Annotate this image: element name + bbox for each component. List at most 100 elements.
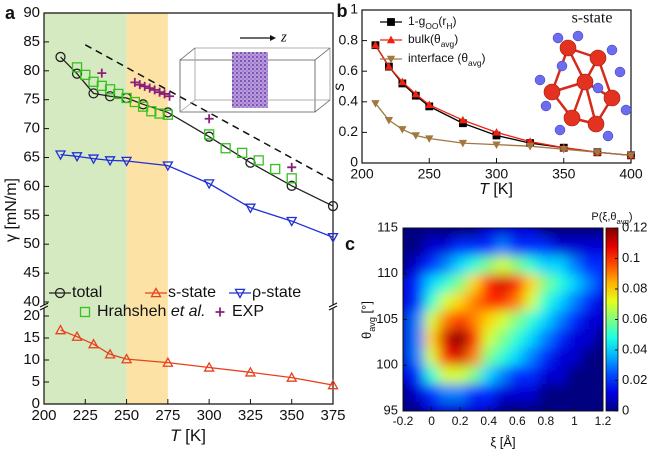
legend-marker (54, 287, 66, 299)
colorbar-title-part: avg (617, 217, 629, 226)
heatmap-cell (581, 273, 597, 293)
colorbar-title: P(ξ,θavg) (591, 211, 632, 226)
heatmap-cell (495, 273, 511, 293)
legend-label-part: interface (θ (408, 51, 468, 65)
heatmap-cell (523, 364, 540, 385)
heatmap-cell (509, 291, 525, 311)
heatmap-cell (423, 346, 440, 366)
heatmap-cell (438, 273, 454, 293)
heatmap-cell (409, 383, 425, 403)
heatmap-cell (403, 401, 411, 411)
heatmap-cell (552, 346, 568, 366)
x-tick-label: 0.4 (480, 414, 497, 428)
colorbar-tick-label: 0.04 (622, 341, 647, 356)
y-tick-label: 45 (23, 264, 40, 281)
marker (150, 85, 160, 95)
y-axis-label-part: [°] (359, 301, 374, 317)
heatmap-cell (452, 383, 468, 403)
heatmap-cell (538, 254, 554, 275)
y-tick-label: 80 (23, 62, 40, 79)
y-tick-label: 60 (23, 177, 40, 194)
heatmap-cell (523, 401, 540, 411)
y-tick-label: 0.6 (339, 62, 359, 78)
heatmap-cell (452, 228, 468, 238)
heatmap-cell (538, 228, 554, 238)
x-axis-label: T [K] (170, 426, 206, 445)
y-tick-label: 55 (23, 206, 40, 223)
heatmap-cell (452, 291, 468, 311)
shaded-region (126, 13, 168, 404)
heatmap-cell (438, 254, 454, 275)
heatmap-cell (423, 291, 440, 311)
heatmap-cell (481, 254, 497, 275)
heatmap-cell (595, 346, 603, 366)
heatmap-cell (523, 346, 540, 366)
marker (237, 147, 248, 159)
panel-label: a (5, 3, 16, 23)
legend-label-part: avg (468, 58, 482, 68)
heatmap-cell (466, 273, 483, 293)
x-tick-label: 200 (350, 166, 374, 182)
marker (286, 173, 297, 184)
heatmap-cell (566, 273, 583, 293)
y-axis-label: s (331, 83, 348, 91)
heatmap-cell (452, 309, 468, 330)
marker (525, 142, 535, 151)
marker (104, 91, 116, 102)
marker (120, 353, 133, 364)
series-line (60, 329, 334, 386)
heatmap-cell (581, 383, 597, 403)
heatmap-cell (466, 254, 483, 275)
heatmap-cell (538, 291, 554, 311)
heatmap-cell (409, 291, 425, 311)
x-axis-label: T [K] (479, 181, 513, 198)
x-tick-label: 350 (279, 407, 304, 424)
y-tick-label: 0 (350, 154, 358, 170)
marker (162, 161, 174, 172)
heatmap-cell (466, 346, 483, 366)
y-tick-label: 65 (23, 148, 40, 165)
heatmap-cell (481, 346, 497, 366)
marker (244, 366, 257, 377)
x-tick-label: 0.8 (538, 414, 555, 428)
marker (87, 154, 100, 165)
legend-label: s-state (168, 284, 216, 301)
heatmap-cell (538, 364, 554, 385)
y-tick-label: 115 (377, 219, 398, 234)
marker (492, 141, 501, 149)
heatmap-cell (423, 401, 440, 411)
heatmap-cell (595, 364, 603, 385)
axis-frame (43, 12, 334, 405)
colorbar-tick-label: 0.02 (622, 372, 647, 387)
marker (384, 116, 394, 125)
colorbar-title-part: P(ξ,θ (591, 211, 616, 223)
heatmap-cell (595, 254, 603, 275)
legend-marker (79, 306, 91, 318)
heatmap-cell (481, 328, 497, 348)
y-tick-label: 10 (23, 351, 40, 368)
heatmap-cell (452, 273, 468, 293)
y-tick-label: 1 (350, 1, 358, 17)
marker (411, 89, 420, 98)
heatmap-cell (438, 328, 454, 348)
heatmap-cell (495, 364, 511, 385)
colorbar-tick-label: 0.06 (622, 311, 647, 326)
legend-marker (150, 287, 162, 298)
marker (398, 77, 407, 86)
heatmap-cell (523, 236, 540, 256)
y-axis-label: θavg [°] (359, 301, 377, 339)
x-tick-label: 0 (428, 414, 435, 428)
colorbar-tick-label: 0.12 (622, 219, 647, 234)
heatmap-cell (423, 328, 440, 348)
heatmap-cell (552, 383, 568, 403)
heatmap-cell (495, 328, 511, 348)
y-tick-label: 95 (384, 402, 398, 417)
legend-label-part: H (446, 21, 452, 31)
marker (220, 143, 231, 154)
heatmap-cell (581, 254, 597, 275)
heatmap-cell (466, 236, 483, 256)
heatmap-cell (566, 401, 583, 411)
x-tick-label: 375 (320, 407, 345, 424)
x-tick-label: 300 (197, 407, 222, 424)
